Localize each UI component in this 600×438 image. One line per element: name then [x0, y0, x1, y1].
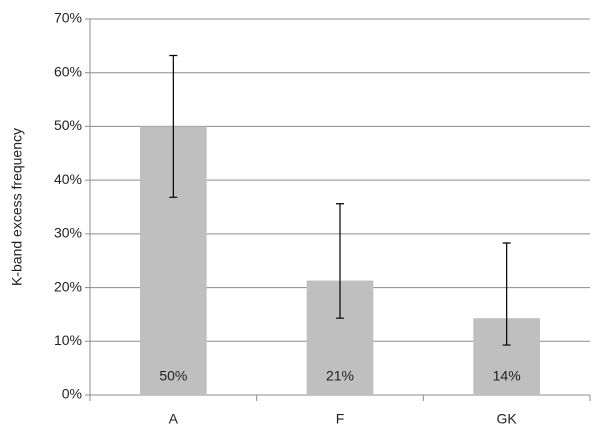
error-bar-lower	[169, 126, 178, 198]
value-label: 21%	[326, 368, 354, 384]
x-tick-label: A	[169, 411, 179, 427]
y-tick-label: 50%	[54, 117, 82, 133]
y-tick-label: 60%	[54, 63, 82, 79]
y-tick-label: 40%	[54, 171, 82, 187]
y-tick-label: 30%	[54, 225, 82, 241]
y-tick-label: 70%	[54, 10, 82, 26]
error-bar-lower	[502, 318, 511, 346]
error-bar-upper	[502, 242, 511, 319]
y-tick-label: 0%	[62, 386, 82, 402]
x-tick-label: GK	[497, 411, 518, 427]
value-label: 50%	[159, 368, 187, 384]
x-tick-label: F	[336, 411, 345, 427]
error-bar-upper	[336, 203, 344, 281]
error-bar-upper	[169, 54, 178, 127]
y-tick-label: 10%	[54, 332, 82, 348]
error-bar-lower	[336, 280, 344, 319]
y-tick-label: 20%	[54, 278, 82, 294]
value-label: 14%	[493, 368, 521, 384]
y-axis-title: K-band excess frequency	[9, 128, 25, 286]
